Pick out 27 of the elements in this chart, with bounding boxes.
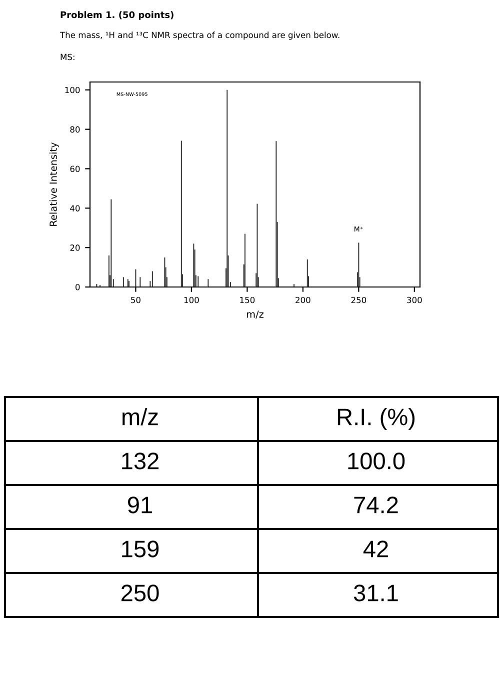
chart-title: Problem 1. (50 points) — [60, 11, 174, 20]
x-tick-label: 150 — [240, 296, 255, 304]
chart-subtitle: The mass, ¹H and ¹³C NMR spectra of a compound are given below. — [60, 32, 340, 40]
y-tick-label: 40 — [70, 205, 80, 212]
text: 132 — [122, 452, 159, 470]
text: 31.1 — [354, 584, 398, 602]
text: 74.2 — [354, 496, 398, 514]
text: R.I. (%) — [338, 408, 415, 430]
x-axis-title: m/z — [246, 310, 264, 319]
y-tick-label: 60 — [70, 166, 80, 172]
text: 250 — [121, 584, 159, 602]
x-tick-label: 300 — [407, 296, 422, 304]
y-axis-title: Relative Intensity — [49, 142, 59, 226]
x-tick-label: 200 — [296, 296, 310, 304]
text: 159 — [122, 540, 159, 558]
y-tick-label: 80 — [70, 126, 80, 133]
text: 100.0 — [348, 452, 405, 470]
x-tick-label: 250 — [351, 296, 366, 304]
y-tick-label: 20 — [70, 244, 80, 251]
text: MS: — [60, 54, 74, 60]
y-tick-label: 100 — [65, 86, 80, 94]
x-tick-label: 100 — [184, 296, 199, 304]
text: 42 — [363, 540, 388, 558]
text: 91 — [128, 496, 152, 514]
text: m/z — [122, 408, 158, 426]
x-tick-label: 50 — [131, 296, 140, 304]
y-tick-label: 0 — [76, 284, 80, 290]
